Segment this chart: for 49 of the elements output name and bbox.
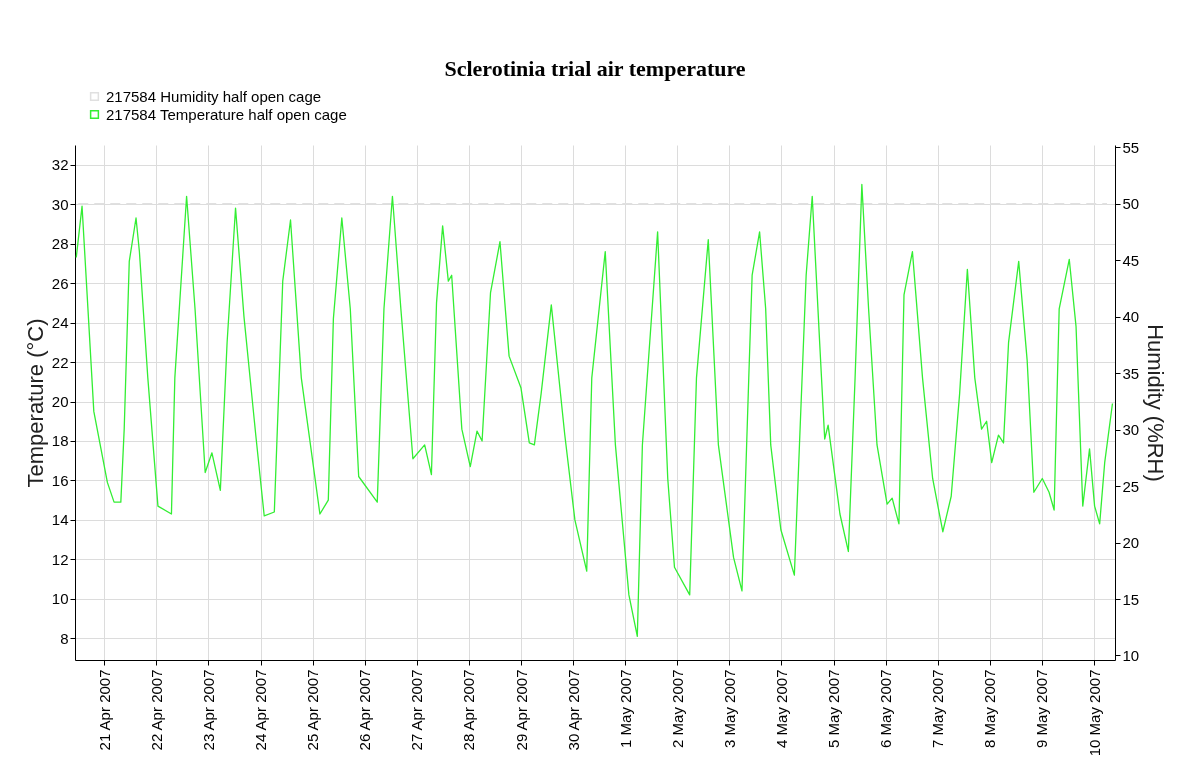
x-tick-label: 21 Apr 2007 — [95, 669, 113, 751]
line-series — [75, 183, 1114, 637]
x-tick-label: 29 Apr 2007 — [512, 669, 530, 751]
legend-label: 217584 Temperature half open cage — [106, 105, 347, 123]
y-tick-label: 22 — [51, 353, 69, 371]
y2-tick-label: 20 — [1122, 534, 1140, 552]
x-tick-label: 7 May 2007 — [929, 669, 947, 748]
y-tick-label: 16 — [51, 471, 69, 489]
x-tick-label: 28 Apr 2007 — [460, 669, 478, 751]
y-tick-label: 8 — [60, 629, 69, 647]
y-tick-label: 18 — [51, 432, 69, 450]
x-tick-label: 10 May 2007 — [1085, 669, 1103, 757]
y2-tick-label: 50 — [1122, 195, 1140, 213]
x-tick-label: 23 Apr 2007 — [199, 669, 217, 751]
y2-tick-label: 35 — [1122, 364, 1140, 382]
y-tick-label: 24 — [51, 314, 69, 332]
y-tick-label: 12 — [51, 550, 69, 568]
y-tick-label: 30 — [51, 195, 69, 213]
y-tick-label: 26 — [51, 274, 69, 292]
y-tick-label: 10 — [51, 590, 69, 608]
x-tick-label: 3 May 2007 — [720, 669, 738, 748]
legend-label: 217584 Humidity half open cage — [106, 87, 322, 105]
y2-tick-label: 25 — [1122, 477, 1140, 495]
x-tick-label: 4 May 2007 — [772, 669, 790, 748]
y2-axis-title: Humidity (%RH) — [1143, 324, 1169, 482]
y2-tick-label: 10 — [1122, 646, 1140, 664]
x-tick-label: 24 Apr 2007 — [252, 669, 270, 751]
y2-tick-label: 45 — [1122, 251, 1140, 269]
y2-tick-label: 40 — [1122, 308, 1140, 326]
x-tick-label: 6 May 2007 — [877, 669, 895, 748]
y-tick-label: 14 — [51, 511, 69, 529]
y2-tick-label: 30 — [1122, 421, 1140, 439]
y2-tick-label: 55 — [1122, 138, 1140, 156]
chart-title: Sclerotinia trial air temperature — [444, 56, 746, 81]
x-tick-label: 26 Apr 2007 — [356, 669, 374, 751]
y-tick-label: 28 — [51, 235, 69, 253]
x-tick-label: 25 Apr 2007 — [304, 669, 322, 751]
y2-tick-label: 15 — [1122, 590, 1140, 608]
x-tick-label: 1 May 2007 — [616, 669, 634, 748]
x-tick-label: 2 May 2007 — [668, 669, 686, 748]
x-tick-label: 8 May 2007 — [981, 669, 999, 748]
y-tick-label: 32 — [51, 156, 69, 174]
y-tick-label: 20 — [51, 393, 69, 411]
x-tick-label: 30 Apr 2007 — [564, 669, 582, 751]
x-tick-label: 27 Apr 2007 — [408, 669, 426, 751]
y-axis-title: Temperature (°C) — [22, 318, 48, 488]
x-tick-label: 22 Apr 2007 — [147, 669, 165, 751]
x-tick-label: 5 May 2007 — [825, 669, 843, 748]
x-tick-label: 9 May 2007 — [1033, 669, 1051, 748]
